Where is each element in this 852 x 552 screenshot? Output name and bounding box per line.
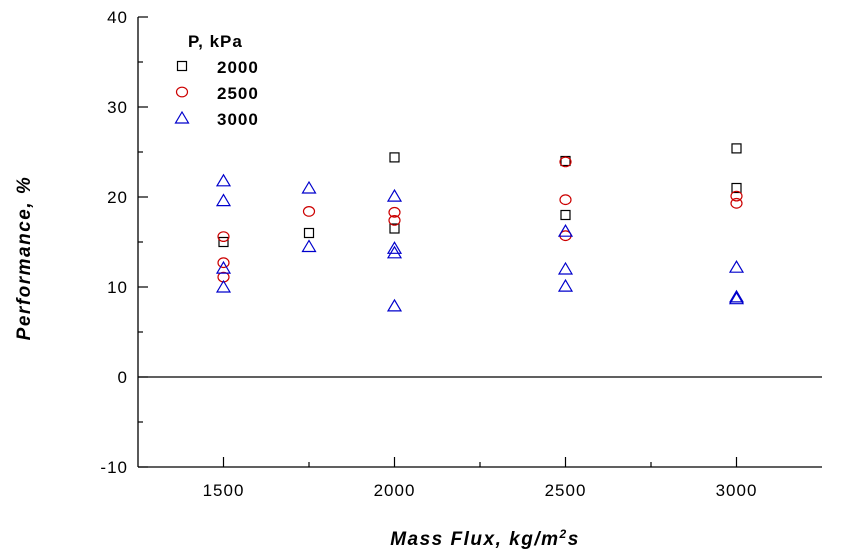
data-point-2500 bbox=[559, 194, 572, 206]
x-axis-title-superscript: 2 bbox=[559, 527, 568, 541]
y-tick-label: 10 bbox=[107, 278, 128, 297]
legend-label-3000: 3000 bbox=[217, 110, 259, 129]
y-tick-label: 20 bbox=[107, 188, 128, 207]
y-tick-label: 40 bbox=[107, 8, 128, 27]
data-point-3000 bbox=[215, 260, 232, 274]
x-axis-title-main: Mass Flux, kg/m bbox=[390, 529, 559, 550]
data-point-2500 bbox=[559, 156, 572, 168]
data-point-3000 bbox=[301, 239, 317, 253]
data-points bbox=[215, 143, 745, 312]
data-point-2000 bbox=[731, 182, 742, 194]
x-tick-label: 2000 bbox=[374, 481, 416, 500]
data-point-2500 bbox=[217, 257, 230, 269]
data-point-3000 bbox=[728, 291, 745, 305]
data-point-3000 bbox=[557, 278, 574, 292]
data-point-2500 bbox=[388, 206, 401, 218]
x-tick-label: 3000 bbox=[716, 481, 758, 500]
data-point-3000 bbox=[728, 260, 745, 273]
data-point-3000 bbox=[215, 279, 232, 293]
data-point-2500 bbox=[388, 214, 401, 226]
series-2000 bbox=[218, 143, 742, 248]
data-point-3000 bbox=[215, 173, 232, 187]
data-point-3000 bbox=[386, 245, 403, 259]
data-point-3000 bbox=[557, 224, 574, 237]
data-point-3000 bbox=[215, 193, 232, 207]
data-point-3000 bbox=[386, 188, 403, 202]
y-axis-title: Performance, % bbox=[14, 176, 35, 341]
legend-label-2000: 2000 bbox=[217, 58, 259, 77]
data-point-3000 bbox=[386, 298, 403, 312]
y-tick-label: 30 bbox=[107, 98, 128, 117]
data-point-2000 bbox=[731, 143, 742, 154]
y-tick-label: 0 bbox=[118, 368, 128, 387]
x-tick-label: 1500 bbox=[203, 481, 245, 500]
legend-marker-3000 bbox=[174, 110, 190, 124]
x-axis-title-end: s bbox=[568, 529, 580, 550]
data-point-2000 bbox=[389, 152, 400, 163]
data-point-3000 bbox=[728, 289, 745, 303]
data-point-3000 bbox=[386, 241, 403, 254]
x-axis-ticks: 1500 2000 2500 3000 bbox=[203, 457, 758, 500]
data-point-2000 bbox=[560, 209, 571, 221]
legend-label-2500: 2500 bbox=[217, 84, 259, 103]
legend: P, kPa 2000 2500 3000 bbox=[174, 32, 259, 129]
series-3000 bbox=[215, 173, 745, 312]
data-point-2000 bbox=[303, 227, 315, 239]
data-point-2000 bbox=[389, 223, 400, 234]
data-point-2500 bbox=[302, 205, 316, 217]
data-point-2500 bbox=[730, 197, 743, 209]
data-point-2500 bbox=[217, 231, 230, 243]
data-point-2000 bbox=[218, 236, 229, 248]
data-point-3000 bbox=[557, 261, 574, 275]
legend-marker-2000 bbox=[176, 60, 188, 72]
y-axis-ticks: -10 0 10 20 30 40 bbox=[100, 8, 148, 477]
x-tick-label: 2500 bbox=[545, 481, 587, 500]
series-2500 bbox=[217, 156, 743, 283]
y-tick-label: -10 bbox=[100, 458, 128, 477]
x-axis-title: Mass Flux, kg/m2s bbox=[390, 527, 580, 550]
legend-marker-2500 bbox=[175, 86, 189, 98]
data-point-2500 bbox=[730, 190, 743, 202]
data-point-3000 bbox=[301, 180, 317, 194]
legend-title: P, kPa bbox=[188, 32, 243, 51]
